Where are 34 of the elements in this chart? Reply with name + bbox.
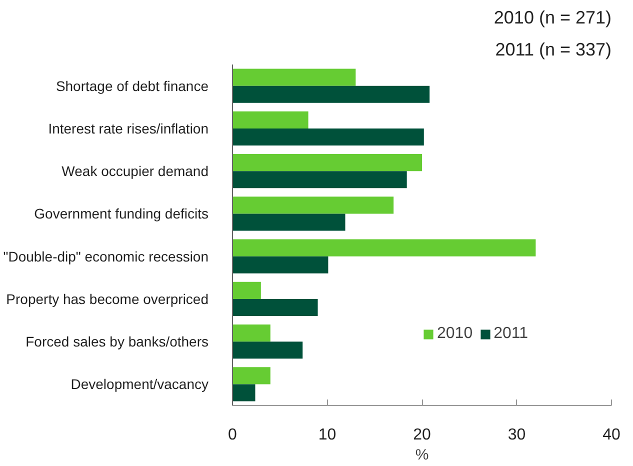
bar [232, 128, 424, 146]
x-tick-label: 10 [318, 426, 336, 444]
text: 2010 (n = 271) [494, 8, 612, 28]
bar [232, 111, 308, 128]
y-tick-label: Shortage of debt finance [56, 78, 209, 94]
x-axis-title: % [415, 446, 429, 464]
bar [232, 171, 407, 188]
x-tick-label: 30 [508, 426, 526, 444]
x-tick-label: 20 [413, 426, 431, 444]
bar [232, 196, 394, 214]
bar [232, 282, 261, 299]
bar [232, 68, 356, 86]
y-tick-label: Weak occupier demand [62, 163, 209, 180]
bar [232, 214, 346, 231]
bar [232, 298, 318, 316]
y-tick-label: Interest rate rises/inflation [48, 120, 208, 136]
bar [232, 367, 270, 384]
y-tick-label: Property has become overpriced [6, 290, 209, 307]
y-tick-label: Government funding deficits [34, 206, 209, 222]
bar [232, 86, 430, 103]
legend-label: 2011 [494, 325, 528, 343]
bar [232, 324, 270, 342]
y-tick-label: Forced sales by banks/others [26, 334, 209, 350]
y-tick-label: "Double-dip" economic recession [3, 248, 209, 264]
bar [232, 154, 422, 172]
bar [232, 342, 303, 359]
bar [232, 256, 328, 274]
y-tick-label: Development/vacancy [70, 376, 209, 392]
bar [232, 384, 256, 402]
text: 2011 (n = 337) [495, 40, 612, 60]
legend-label: 2010 [437, 325, 473, 343]
x-tick-label: 40 [602, 426, 620, 444]
bar [232, 239, 536, 256]
x-tick-label: 0 [228, 426, 238, 444]
